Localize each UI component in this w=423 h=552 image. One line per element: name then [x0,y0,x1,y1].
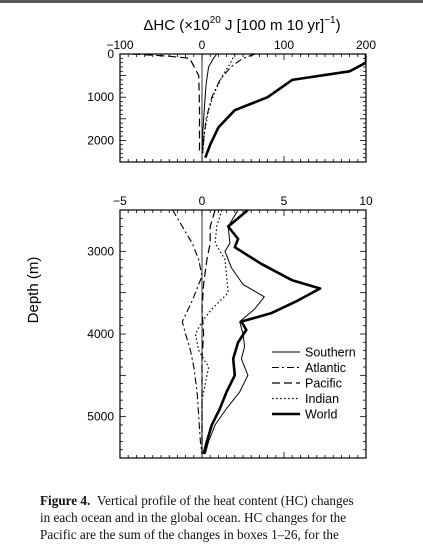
legend-label-pacific: Pacific [305,377,342,391]
caption-line-3: Pacific are the sum of the changes in bo… [40,527,339,542]
upper-y-tick-label: 2000 [87,133,114,147]
caption-label: Figure 4. [40,493,91,508]
lower-series-southern [204,210,265,455]
y-axis-label: Depth (m) [25,257,42,324]
figure-caption: Figure 4. Vertical profile of the heat c… [40,492,418,543]
window-top-border [0,0,423,3]
legend-label-atlantic: Atlantic [305,361,346,375]
lower-y-tick-label: 3000 [87,244,114,258]
upper-x-tick-label: 100 [274,38,294,52]
upper-y-tick-label: 1000 [87,90,114,104]
upper-x-tick-label: 0 [199,38,206,52]
upper-series-world [204,54,366,159]
upper-series-pacific [132,54,201,154]
lower-x-tick-label: −5 [113,194,127,208]
upper-y-tick-label: 0 [107,47,114,61]
lower-y-tick-label: 5000 [87,410,114,424]
legend-label-world: World [305,408,337,422]
lower-x-tick-label: 0 [199,194,206,208]
heat-content-figure: ΔHC (×1020 J [100 m 10 yr]−1) Depth (m) … [25,15,376,459]
lower-x-tick-label: 10 [359,194,373,208]
lower-series-world [202,210,322,455]
lower-series-atlantic [172,210,203,454]
lower-series-pacific [201,210,216,454]
legend-label-southern: Southern [305,346,356,360]
caption-line-1: Vertical profile of the heat content (HC… [96,493,354,508]
upper-series-atlantic [201,54,256,154]
upper-x-tick-label: 200 [356,38,376,52]
upper-series-southern [202,54,218,154]
caption-line-2: in each ocean and in the global ocean. H… [40,510,347,525]
legend-label-indian: Indian [305,392,339,406]
top-axis-title: ΔHC (×1020 J [100 m 10 yr]−1) [143,15,340,34]
upper-x-tick-label: −100 [106,38,133,52]
upper-series-indian [202,54,236,154]
lower-series-indian [194,210,229,454]
lower-x-tick-label: 5 [281,194,288,208]
lower-y-tick-label: 4000 [87,327,114,341]
